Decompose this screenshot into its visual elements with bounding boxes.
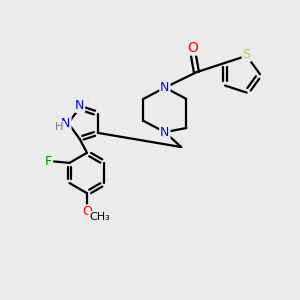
- Text: N: N: [160, 126, 170, 139]
- Text: H: H: [55, 122, 63, 132]
- Text: F: F: [45, 155, 52, 168]
- Text: O: O: [188, 40, 198, 55]
- Text: N: N: [160, 81, 170, 94]
- Text: S: S: [243, 48, 250, 61]
- Text: N: N: [61, 117, 70, 130]
- Text: O: O: [82, 206, 92, 218]
- Text: CH₃: CH₃: [89, 212, 110, 222]
- Text: N: N: [75, 99, 84, 112]
